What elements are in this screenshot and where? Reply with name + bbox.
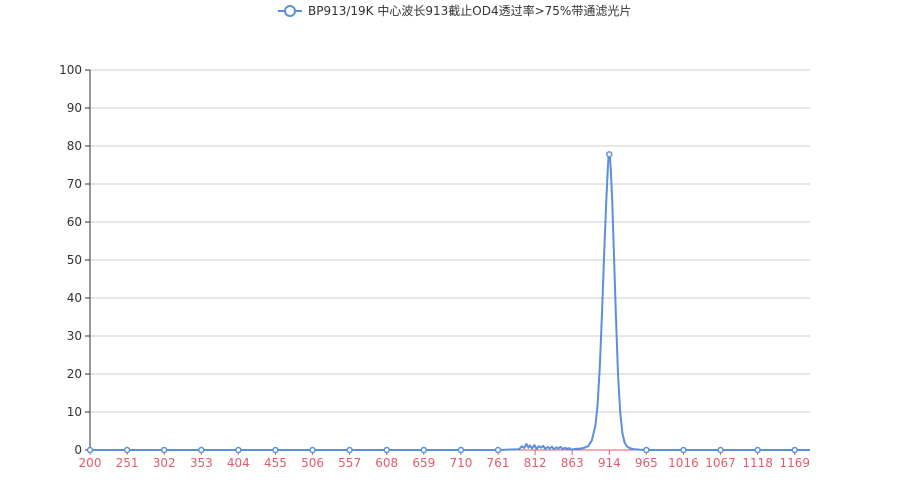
y-tick-label: 0	[74, 443, 82, 457]
data-point[interactable]	[680, 446, 687, 454]
y-tick-label: 50	[67, 253, 82, 267]
x-tick-label: 710	[449, 456, 472, 470]
y-axis: 0 10 20 30 40 50 60 70 80 90 100	[59, 63, 91, 457]
grid	[90, 69, 810, 413]
x-tick-label: 1118	[742, 456, 773, 470]
data-point[interactable]	[754, 446, 761, 454]
x-tick-label: 200	[79, 456, 102, 470]
series-line[interactable]	[90, 153, 810, 451]
data-point[interactable]	[272, 446, 279, 454]
legend-circle-marker	[284, 5, 296, 17]
data-point[interactable]	[160, 446, 168, 454]
y-tick-label: 20	[67, 367, 82, 381]
x-tick-label: 1067	[705, 456, 736, 470]
data-point[interactable]	[457, 446, 465, 454]
y-tick-label: 10	[67, 405, 82, 419]
data-point[interactable]	[643, 446, 650, 454]
x-tick-label: 1016	[668, 456, 699, 470]
x-tick-label: 353	[190, 456, 213, 470]
data-point[interactable]	[606, 151, 613, 158]
y-tick-label: 30	[67, 329, 82, 343]
x-tick-label: 404	[227, 456, 250, 470]
x-tick-label: 455	[264, 456, 287, 470]
y-tick-label: 70	[67, 177, 82, 191]
x-tick-label: 302	[153, 456, 176, 470]
x-tick-label: 965	[635, 456, 658, 470]
legend-label: BP913/19K 中心波长913截止OD4透过率>75%带通滤光片	[308, 3, 631, 18]
data-point[interactable]	[346, 446, 353, 454]
x-tick-label: 506	[301, 456, 324, 470]
y-tick-label: 40	[67, 291, 82, 305]
y-tick-label: 100	[59, 63, 82, 77]
y-tick-label: 80	[67, 139, 82, 153]
x-tick-label: 557	[338, 456, 361, 470]
x-tick-label: 659	[412, 456, 435, 470]
data-point[interactable]	[494, 446, 502, 454]
data-point[interactable]	[791, 446, 798, 454]
series-layer	[86, 151, 810, 454]
x-tick-label: 863	[561, 456, 584, 470]
x-tick-label: 914	[598, 456, 621, 470]
data-point[interactable]	[309, 446, 316, 454]
x-tick-label: 1169	[779, 456, 810, 470]
x-tick-label: 251	[116, 456, 139, 470]
x-tick-label: 608	[375, 456, 398, 470]
x-axis: 200 251 302 353 404 455 506 557 608 659 710 761 812 8…	[79, 449, 810, 470]
data-point[interactable]	[717, 446, 724, 454]
data-point[interactable]	[86, 446, 94, 454]
data-point[interactable]	[235, 446, 242, 454]
data-point[interactable]	[198, 446, 205, 454]
data-point[interactable]	[420, 446, 428, 454]
x-tick-label: 812	[524, 456, 547, 470]
y-tick-label: 90	[67, 101, 82, 115]
x-tick-label: 761	[487, 456, 510, 470]
legend[interactable]: BP913/19K 中心波长913截止OD4透过率>75%带通滤光片	[278, 3, 631, 18]
y-tick-label: 60	[67, 215, 82, 229]
data-point[interactable]	[383, 446, 390, 454]
data-point[interactable]	[123, 446, 131, 454]
